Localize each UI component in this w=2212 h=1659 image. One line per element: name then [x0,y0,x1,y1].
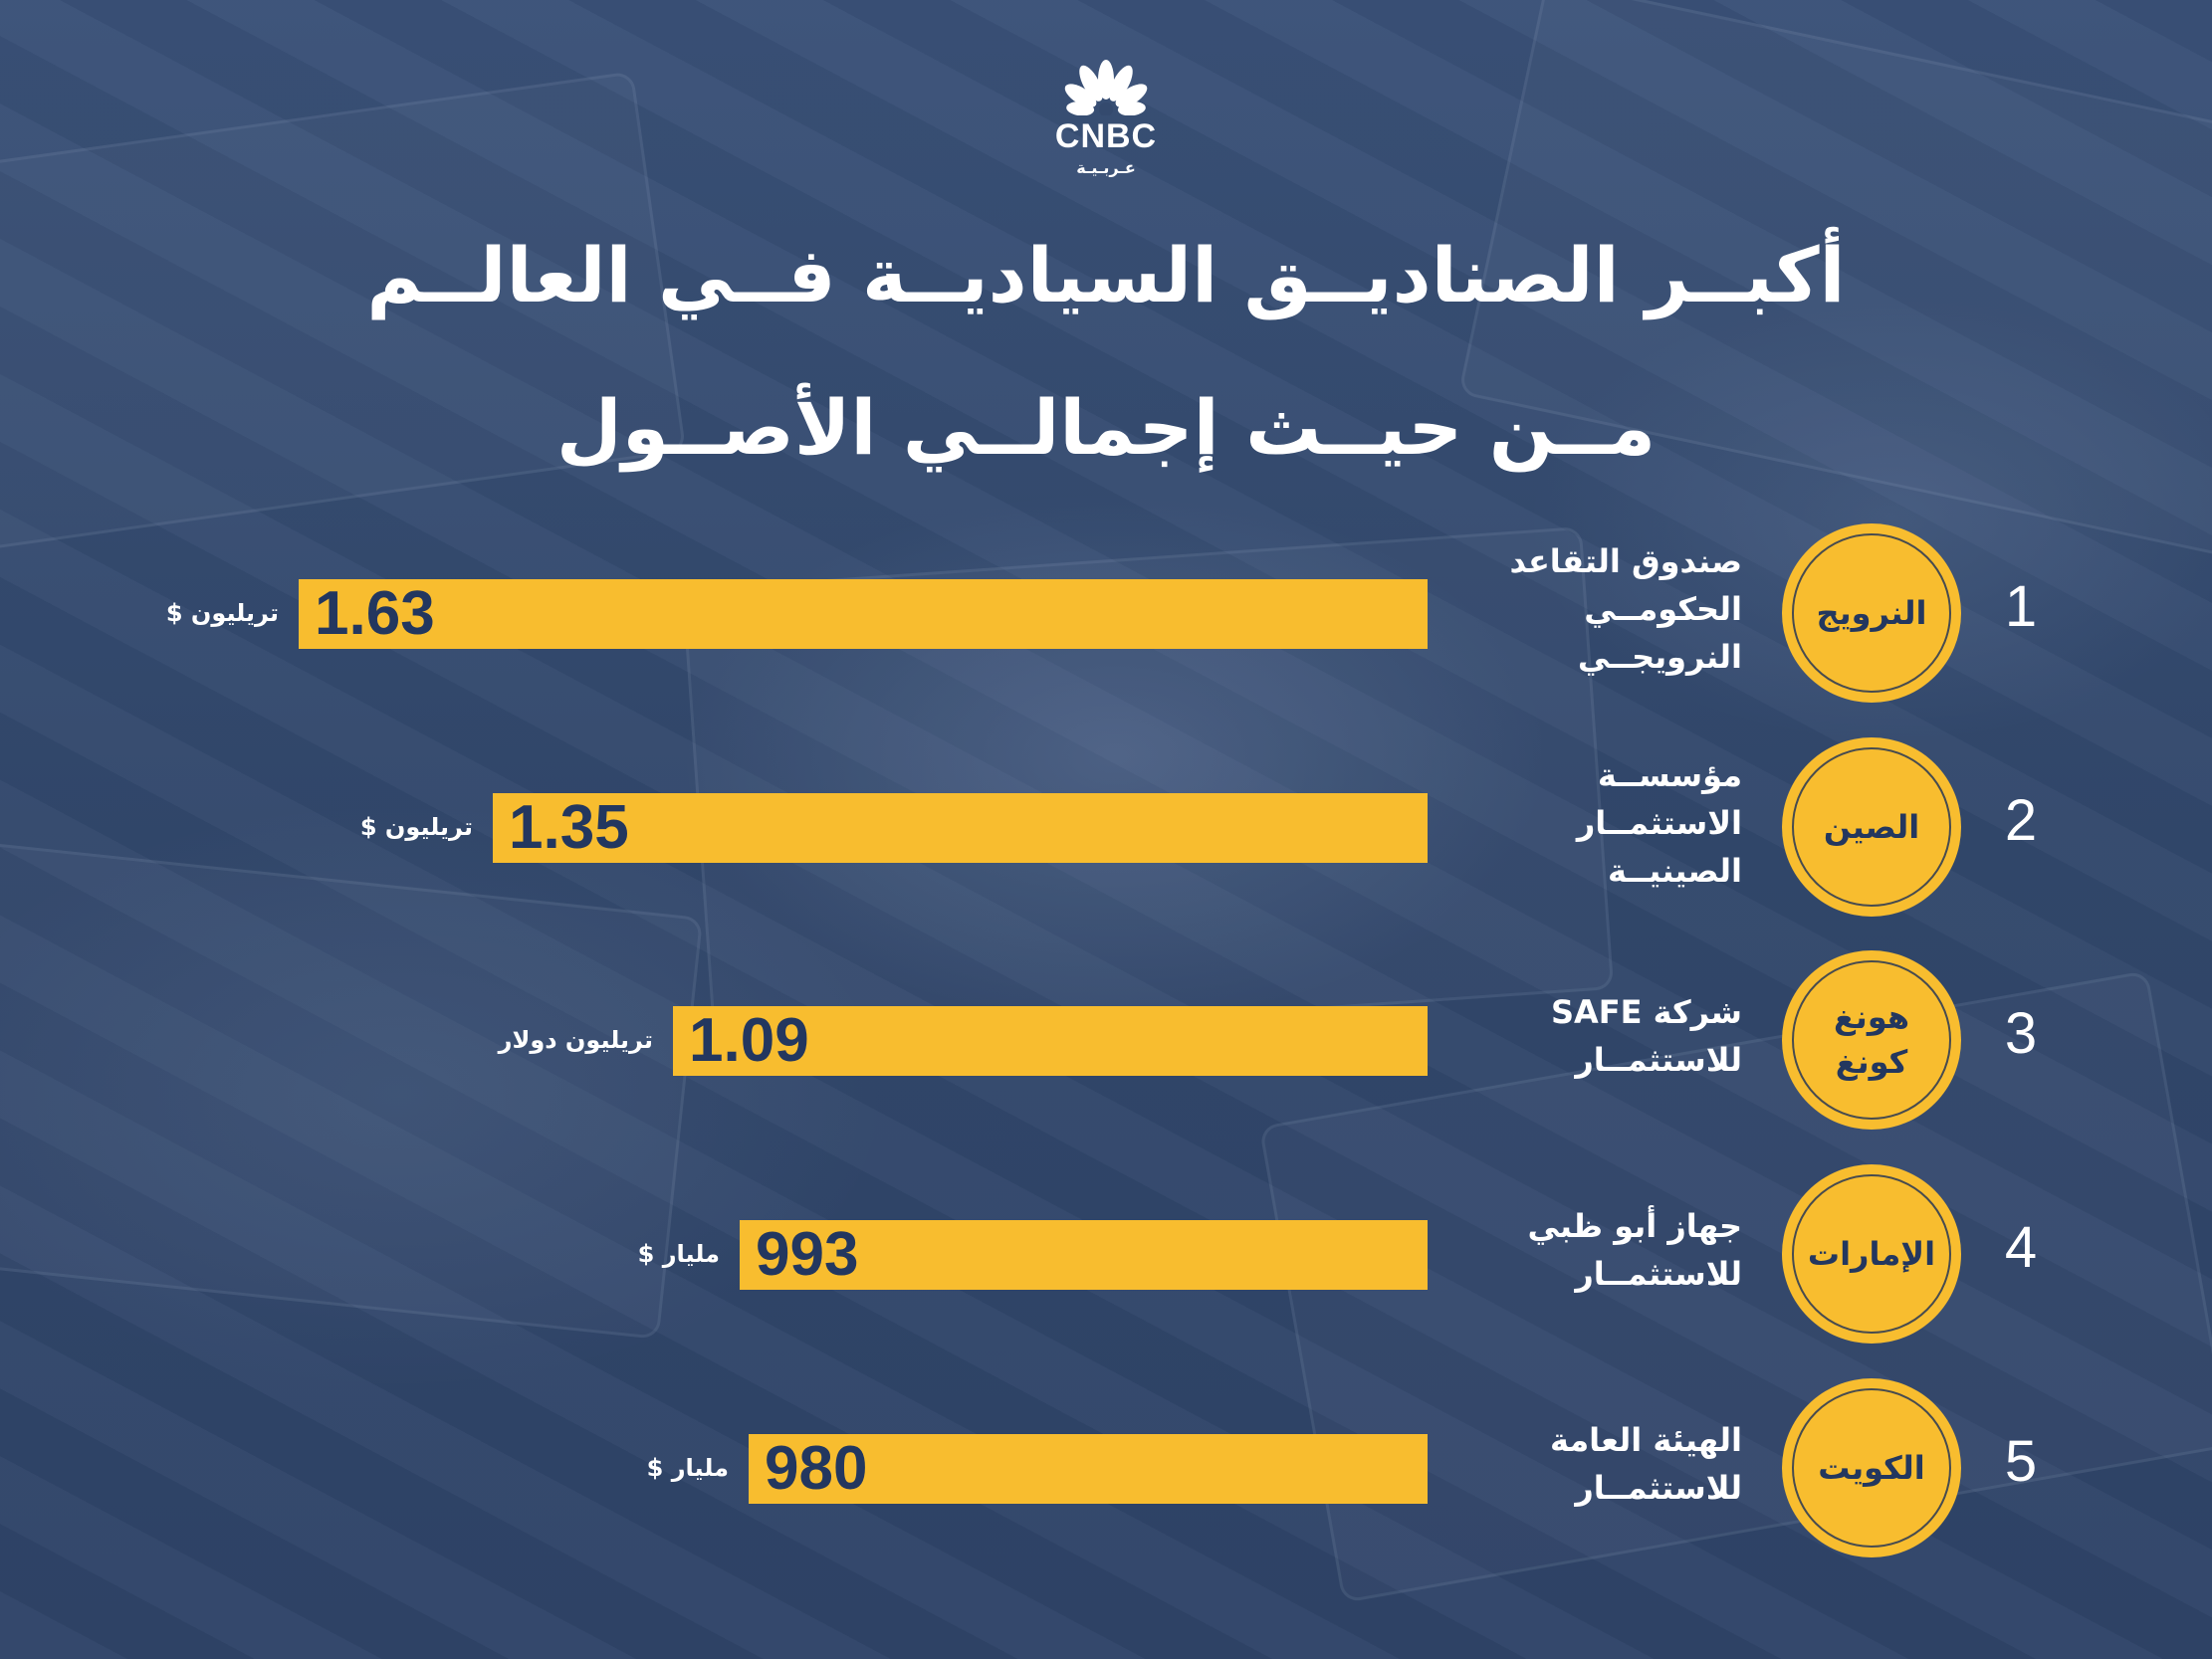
fund-name-line: الاستثمــار [1576,804,1742,842]
country-label: الكويت [1818,1448,1925,1487]
fund-name-line: النرويجــي [1577,638,1742,676]
country-badge: الكويت [1782,1378,1961,1557]
cnbc-arabia-logo: CNBC عـربـيـة [1049,60,1163,177]
country-label: الصين [1823,807,1920,846]
rank-number: 1 [2004,574,2038,639]
rank-number: 3 [2004,1001,2038,1066]
fund-name-line: الصينيــة [1608,852,1742,890]
logo-text: CNBC [1054,117,1158,155]
fund-name-line: للاستثمــار [1575,1255,1742,1293]
country-badge: الإمارات [1782,1164,1961,1344]
value-bar: 993 [740,1220,1428,1290]
fund-name: شركة SAFE للاستثمــار [1414,988,1742,1084]
value-bar: 1.09 [673,1006,1428,1076]
unit-label: تريليون $ [165,599,279,627]
fund-name-line: جهاز أبو ظبي [1527,1207,1742,1245]
rank-number: 2 [2004,788,2038,853]
fund-name-line: مؤسســة [1597,756,1742,794]
country-label: النرويج [1816,593,1927,632]
country-label: الإمارات [1807,1234,1936,1273]
bar-value-label: 1.35 [509,793,629,862]
value-bar: 980 [749,1434,1428,1504]
unit-label: مليار $ [646,1454,729,1482]
unit-label: مليار $ [637,1240,720,1268]
bar-value-label: 993 [756,1220,859,1289]
country-badge: الصين [1782,737,1961,917]
value-bar: 1.63 [299,579,1428,649]
peacock-icon [1064,60,1148,116]
ranking-row: 4 الإمارات جهاز أبو ظبي للاستثمــار 993 … [0,1164,2212,1344]
page-title-line1: أكبــر الصناديــق السياديــة فــي العالـ… [366,231,1846,319]
fund-name-line: صندوق التقاعد [1509,542,1742,580]
fund-name: الهيئة العامة للاستثمــار [1414,1416,1742,1512]
value-bar: 1.35 [493,793,1428,863]
ranking-row: 1 النرويج صندوق التقاعد الحكومــي النروي… [0,523,2212,703]
country-label: هونغ كونغ [1833,998,1910,1081]
fund-name: مؤسســة الاستثمــار الصينيــة [1414,751,1742,895]
bar-value-label: 1.63 [315,579,435,648]
ranking-row: 5 الكويت الهيئة العامة للاستثمــار 980 م… [0,1378,2212,1557]
ranking-row: 3 هونغ كونغ شركة SAFE للاستثمــار 1.09 ت… [0,950,2212,1130]
rank-number: 5 [2004,1429,2038,1494]
country-badge: هونغ كونغ [1782,950,1961,1130]
ranking-row: 2 الصين مؤسســة الاستثمــار الصينيــة 1.… [0,737,2212,917]
unit-label: تريليون $ [359,813,473,841]
country-badge: النرويج [1782,523,1961,703]
fund-name-line: للاستثمــار [1575,1469,1742,1507]
rank-number: 4 [2004,1215,2038,1280]
unit-label: تريليون دولار [498,1026,653,1054]
logo-subtext: عـربـيـة [1076,158,1136,177]
fund-name-line: للاستثمــار [1575,1041,1742,1079]
fund-name-line: شركة SAFE [1550,993,1742,1031]
fund-name-line: الحكومــي [1584,590,1742,628]
fund-name: صندوق التقاعد الحكومــي النرويجــي [1414,537,1742,681]
bar-value-label: 980 [765,1434,868,1503]
bar-value-label: 1.09 [689,1006,809,1075]
fund-name-line: الهيئة العامة [1549,1421,1742,1459]
page-title-line2: مــن حيــث إجمالــي الأصــول [555,383,1657,472]
fund-name: جهاز أبو ظبي للاستثمــار [1414,1202,1742,1298]
